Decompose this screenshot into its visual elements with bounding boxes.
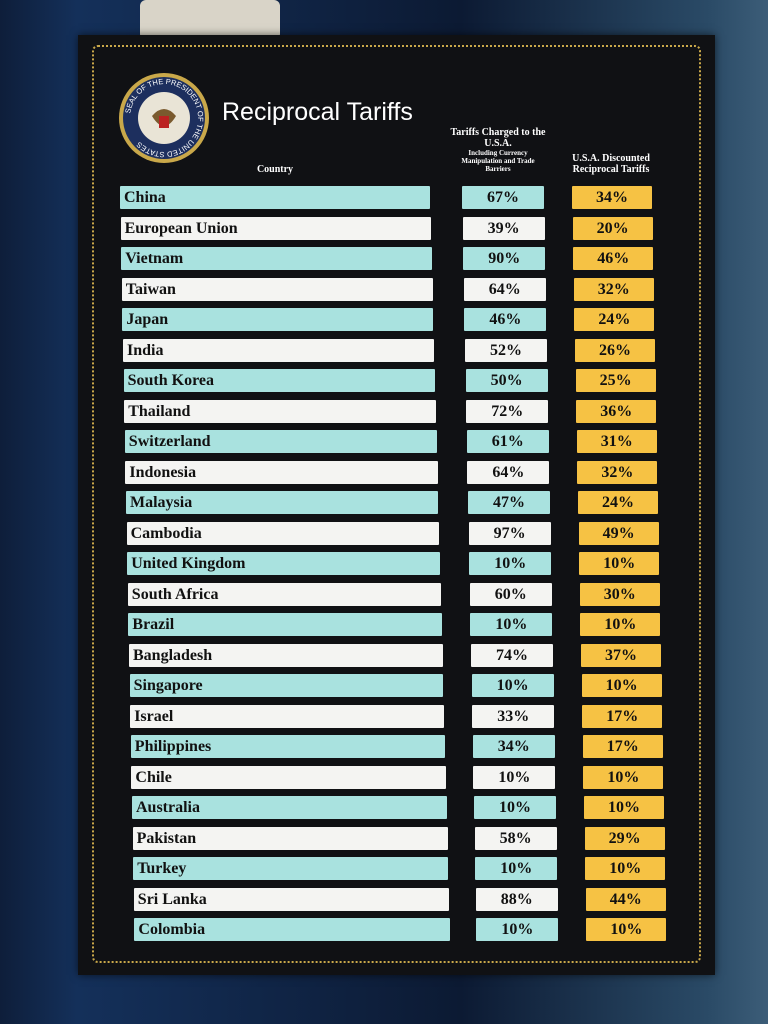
country-cell: Japan xyxy=(122,308,434,331)
reciprocal-cell: 20% xyxy=(572,216,653,240)
column-title: Tariffs Charged to the U.S.A. xyxy=(450,127,546,149)
reciprocal-cell: 31% xyxy=(576,430,657,453)
country-cell: Malaysia xyxy=(126,491,439,514)
column-header: Country xyxy=(256,164,294,175)
reciprocal-cell: 10% xyxy=(583,765,664,789)
reciprocal-cell: 44% xyxy=(585,887,666,911)
country-cell: Cambodia xyxy=(126,521,440,545)
charged-cell: 72% xyxy=(466,399,549,423)
reciprocal-cell: 26% xyxy=(575,338,655,362)
reciprocal-cell: 10% xyxy=(581,674,662,697)
reciprocal-cell: 10% xyxy=(585,857,666,880)
country-cell: South Korea xyxy=(123,369,436,392)
country-cell: Turkey xyxy=(133,857,449,880)
charged-cell: 64% xyxy=(467,460,550,484)
country-cell: Brazil xyxy=(128,613,442,636)
country-cell: Israel xyxy=(130,704,445,728)
charged-cell: 52% xyxy=(465,338,547,362)
country-cell: Thailand xyxy=(124,399,436,423)
charged-cell: 10% xyxy=(474,796,556,819)
charged-cell: 88% xyxy=(475,887,558,911)
charged-cell: 47% xyxy=(468,491,550,514)
country-cell: South Africa xyxy=(127,582,441,606)
country-cell: Sri Lanka xyxy=(133,887,450,911)
charged-cell: 74% xyxy=(471,643,553,667)
charged-cell: 10% xyxy=(470,613,553,636)
charged-cell: 10% xyxy=(473,765,556,789)
column-note: Including Currency Manipulation and Trad… xyxy=(461,149,535,173)
reciprocal-cell: 10% xyxy=(579,552,660,575)
country-cell: United Kingdom xyxy=(127,552,441,575)
charged-cell: 39% xyxy=(462,216,545,240)
frame xyxy=(92,45,701,963)
reciprocal-cell: 34% xyxy=(572,186,652,209)
charged-cell: 34% xyxy=(472,735,555,758)
reciprocal-cell: 30% xyxy=(579,582,660,606)
charged-cell: 67% xyxy=(462,186,544,209)
reciprocal-cell: 17% xyxy=(582,735,663,758)
country-cell: Indonesia xyxy=(125,460,438,484)
charged-cell: 90% xyxy=(463,247,546,270)
charged-cell: 10% xyxy=(471,674,554,697)
country-cell: Bangladesh xyxy=(129,643,443,667)
reciprocal-cell: 25% xyxy=(575,369,656,392)
reciprocal-cell: 17% xyxy=(582,704,663,728)
country-cell: Vietnam xyxy=(121,247,432,270)
charged-cell: 33% xyxy=(472,704,555,728)
reciprocal-cell: 10% xyxy=(586,918,667,941)
reciprocal-cell: 10% xyxy=(584,796,664,819)
reciprocal-cell: 32% xyxy=(573,277,654,301)
reciprocal-cell: 36% xyxy=(576,399,657,423)
country-cell: Singapore xyxy=(129,674,444,697)
column-header: U.S.A. Discounted Reciprocal Tariffs xyxy=(572,153,650,175)
reciprocal-cell: 29% xyxy=(584,826,665,850)
charged-cell: 46% xyxy=(464,308,547,331)
reciprocal-cell: 24% xyxy=(578,491,658,514)
reciprocal-cell: 37% xyxy=(581,643,661,667)
seal: SEAL OF THE PRESIDENT OF THE UNITED STAT… xyxy=(119,73,209,163)
reciprocal-cell: 24% xyxy=(574,308,655,331)
reciprocal-cell: 32% xyxy=(577,460,658,484)
country-cell: Australia xyxy=(132,796,447,819)
country-cell: European Union xyxy=(120,216,431,240)
charged-cell: 10% xyxy=(469,552,552,575)
country-cell: Switzerland xyxy=(124,430,437,453)
pillar xyxy=(140,0,280,40)
country-cell: India xyxy=(123,338,435,362)
title: Reciprocal Tariffs xyxy=(222,98,413,126)
charged-cell: 58% xyxy=(474,826,557,850)
reciprocal-cell: 10% xyxy=(580,613,661,636)
reciprocal-cell: 49% xyxy=(578,521,659,545)
country-cell: China xyxy=(120,186,430,209)
charged-cell: 64% xyxy=(463,277,546,301)
charged-cell: 10% xyxy=(475,857,558,880)
column-header: Tariffs Charged to the U.S.A. Including … xyxy=(448,127,548,173)
country-cell: Chile xyxy=(131,765,446,789)
country-cell: Colombia xyxy=(134,918,451,941)
charged-cell: 50% xyxy=(465,369,548,392)
reciprocal-cell: 46% xyxy=(573,247,654,270)
country-cell: Pakistan xyxy=(132,826,448,850)
country-cell: Taiwan xyxy=(121,277,433,301)
country-cell: Philippines xyxy=(130,735,446,758)
charged-cell: 10% xyxy=(476,918,559,941)
charged-cell: 60% xyxy=(469,582,552,606)
charged-cell: 61% xyxy=(466,430,549,453)
charged-cell: 97% xyxy=(468,521,551,545)
